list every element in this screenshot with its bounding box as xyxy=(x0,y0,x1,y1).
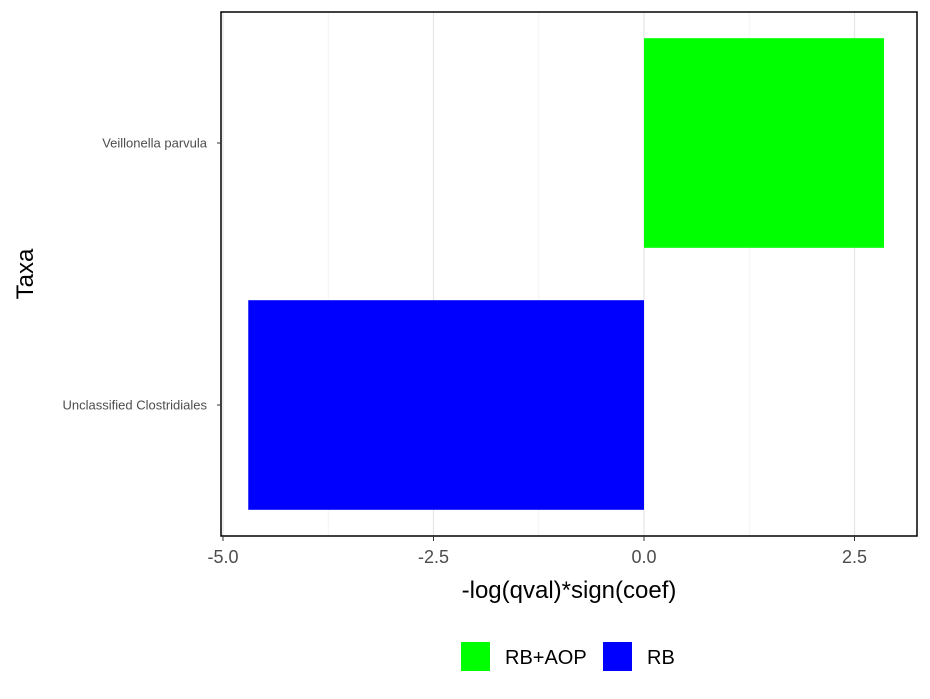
x-tick-label: -2.5 xyxy=(418,547,449,567)
bar xyxy=(248,300,644,510)
x-tick-label: 0.0 xyxy=(631,547,656,567)
legend-label: RB+AOP xyxy=(505,647,587,669)
legend: RB+AOP RB xyxy=(461,642,675,671)
legend-key xyxy=(461,642,490,671)
y-tick-label: Unclassified Clostridiales xyxy=(63,398,208,413)
y-axis-ticks: Veillonella parvula Unclassified Clostrid… xyxy=(63,136,221,413)
legend-label: RB xyxy=(647,647,675,669)
y-tick-label: Veillonella parvula xyxy=(102,136,208,151)
x-axis-title: -log(qval)*sign(coef) xyxy=(462,577,677,604)
plot-panel-border xyxy=(220,11,918,537)
x-tick-label: 2.5 xyxy=(842,547,867,567)
bar xyxy=(644,38,884,248)
y-axis-title: Taxa xyxy=(12,248,39,299)
legend-key xyxy=(603,642,632,671)
x-axis-ticks: -5.0 -2.5 0.0 2.5 xyxy=(207,536,867,567)
bars xyxy=(248,38,884,510)
x-tick-label: -5.0 xyxy=(207,547,238,567)
